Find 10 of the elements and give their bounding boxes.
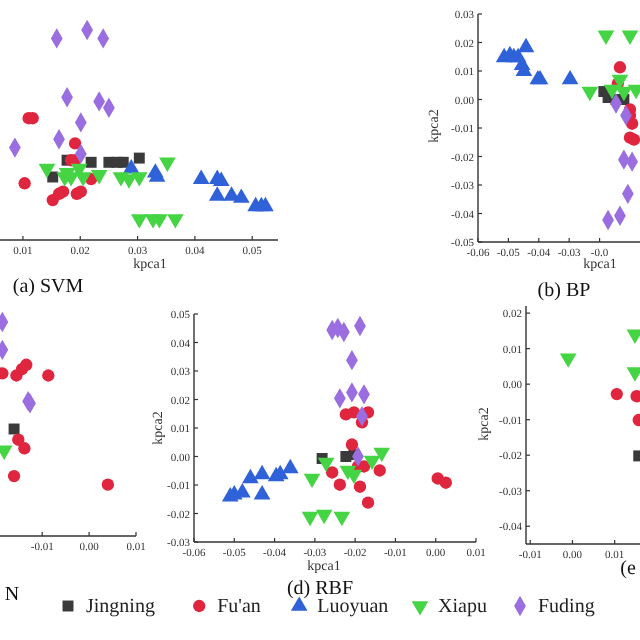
text: N [4,584,20,606]
text: (d) RBF [286,578,354,600]
legend-label: Jingning [86,596,155,618]
legend-label: Fu'an [217,596,261,618]
text: (a) SVM [12,276,84,298]
legend-label: Fuding [538,596,595,618]
text: (b) BP [537,280,592,302]
legend-label: Xiapu [438,596,487,618]
text: (e [620,558,637,580]
legend-label: Luoyuan [317,596,389,618]
